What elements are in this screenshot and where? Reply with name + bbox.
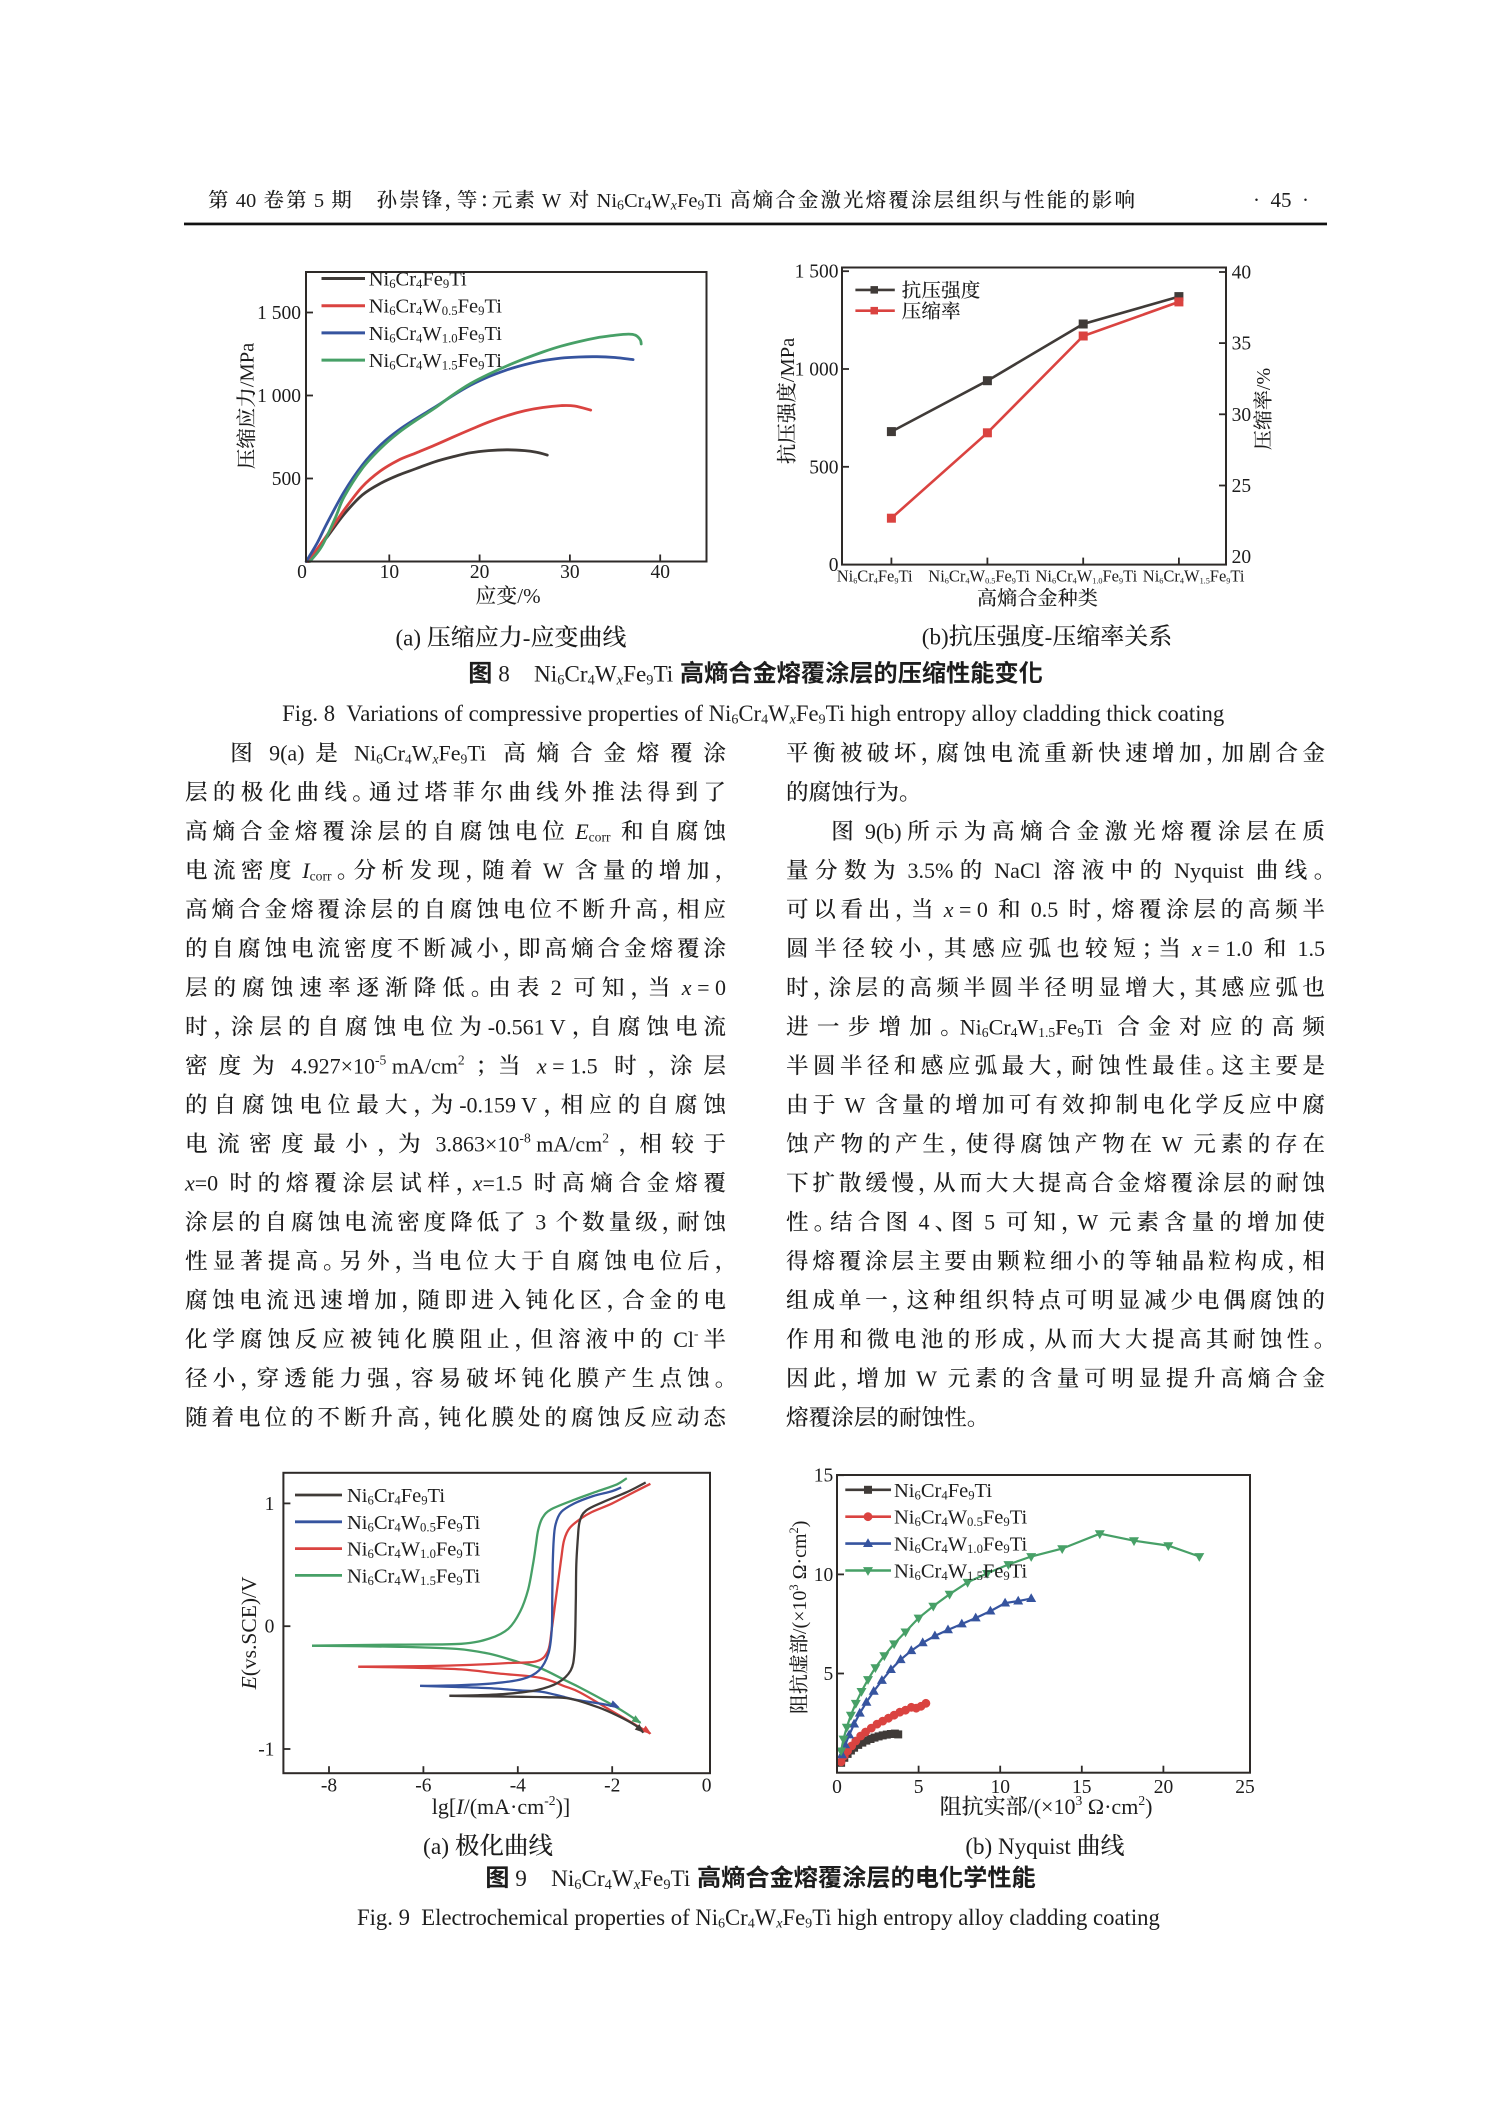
svg-text:/(×103 Ω·cm2): /(×103 Ω·cm2) [787, 1521, 811, 1635]
svg-text:40: 40 [651, 562, 671, 583]
svg-text:40: 40 [231, 190, 262, 212]
svg-text:W: W [911, 1366, 942, 1391]
svg-text:Nyquist: Nyquist [1169, 858, 1250, 883]
svg-text:x = 0: x = 0 [938, 897, 993, 922]
svg-text:2: 2 [545, 975, 567, 1000]
svg-text:Ni6Cr4W1.5Fe9Ti: Ni6Cr4W1.5Fe9Ti [1143, 567, 1245, 586]
svg-text:Ni6Cr4W1.0Fe9Ti: Ni6Cr4W1.0Fe9Ti [894, 1534, 1028, 1557]
svg-text:0: 0 [702, 1776, 712, 1797]
svg-text:NaCl: NaCl [989, 858, 1046, 883]
svg-text:Ni6Cr4W0.5Fe9Ti: Ni6Cr4W0.5Fe9Ti [894, 1507, 1028, 1530]
svg-text:5: 5 [309, 190, 330, 212]
svg-text:x = 1.5: x = 1.5 [531, 1053, 603, 1078]
svg-text:(a): (a) [396, 626, 427, 651]
svg-text:9: 9 [510, 1866, 527, 1892]
svg-text:Fig. 8 Variations of compressi: Fig. 8 Variations of compressive propert… [282, 701, 1224, 728]
svg-text:E(vs.SCE)/V: E(vs.SCE)/V [237, 1576, 261, 1690]
svg-text:(a): (a) [423, 1834, 455, 1860]
svg-text:4: 4 [913, 1210, 930, 1235]
svg-text:-1: -1 [258, 1740, 274, 1761]
svg-text:40: 40 [1232, 263, 1252, 284]
svg-text:Ni6Cr4WxFe9Ti: Ni6Cr4WxFe9Ti [591, 190, 727, 214]
svg-text:-2: -2 [604, 1776, 620, 1797]
svg-text:20: 20 [1232, 547, 1252, 568]
svg-text:15: 15 [814, 1466, 834, 1487]
svg-text:Ni6Cr4W1.5Fe9Ti: Ni6Cr4W1.5Fe9Ti [894, 1561, 1028, 1584]
svg-text:-8: -8 [321, 1776, 337, 1797]
svg-text:25: 25 [1235, 1777, 1255, 1798]
svg-text:5: 5 [824, 1664, 834, 1685]
svg-text:500: 500 [272, 469, 301, 490]
svg-text:(b): (b) [922, 625, 949, 650]
svg-text:(b) Nyquist: (b) Nyquist [965, 1834, 1076, 1859]
svg-text:/MPa: /MPa [777, 338, 799, 382]
svg-text:Ni6Cr4W1.0Fe9Ti: Ni6Cr4W1.0Fe9Ti [347, 1539, 481, 1562]
svg-text:/MPa: /MPa [237, 343, 259, 387]
svg-text:· 45 ·: · 45 · [1253, 188, 1309, 212]
svg-text:Ni6Cr4W0.5Fe9Ti: Ni6Cr4W0.5Fe9Ti [347, 1512, 481, 1535]
svg-text:-4: -4 [510, 1776, 526, 1797]
svg-text:25: 25 [1232, 476, 1252, 497]
svg-text:Ni6Cr4W0.5Fe9Ti: Ni6Cr4W0.5Fe9Ti [928, 567, 1030, 586]
svg-text:W: W [1077, 1210, 1103, 1235]
svg-text:Fig. 9 Electrochemical propert: Fig. 9 Electrochemical properties of Ni6… [357, 1905, 1160, 1932]
svg-text:Ni6Cr4WxFe9Ti: Ni6Cr4WxFe9Ti [551, 1866, 696, 1893]
svg-text:x=1.5: x=1.5 [472, 1171, 528, 1196]
svg-text:/%: /% [517, 584, 540, 608]
svg-text:10: 10 [991, 1777, 1011, 1798]
svg-text:35: 35 [1232, 334, 1252, 355]
svg-text:0: 0 [297, 562, 307, 583]
svg-text:x=0: x=0 [184, 1171, 224, 1196]
svg-text:5: 5 [979, 1210, 1001, 1235]
svg-text:Ni6Cr4W1.5Fe9Ti: Ni6Cr4W1.5Fe9Ti [347, 1565, 481, 1588]
svg-text:4.927×10-5 mA/cm2: 4.927×10-5 mA/cm2 [286, 1053, 465, 1079]
svg-text:3.5%: 3.5% [902, 858, 953, 883]
svg-text:20: 20 [1154, 1777, 1174, 1798]
svg-text:/(×103 Ω·cm2): /(×103 Ω·cm2) [1028, 1793, 1153, 1819]
svg-text:0: 0 [265, 1617, 275, 1638]
svg-text:Ni6Cr4W1.5Fe9Ti: Ni6Cr4W1.5Fe9Ti [369, 350, 503, 373]
svg-text:W: W [839, 1092, 870, 1117]
svg-text:1 000: 1 000 [795, 360, 839, 381]
svg-text:10: 10 [380, 562, 400, 583]
svg-text:Ecorr: Ecorr [570, 819, 616, 845]
svg-text:Ni6Cr4W0.5Fe9Ti: Ni6Cr4W0.5Fe9Ti [369, 296, 503, 319]
svg-text:15: 15 [1072, 1777, 1092, 1798]
svg-text:30: 30 [560, 562, 580, 583]
svg-text:8: 8 [492, 662, 509, 688]
svg-text:-0.561 V: -0.561 V [488, 1014, 566, 1039]
svg-text:W: W [537, 190, 566, 212]
svg-text:1.5: 1.5 [1292, 936, 1325, 961]
svg-text:1 500: 1 500 [257, 303, 301, 324]
svg-text:/%: /% [1253, 368, 1275, 390]
svg-text:Ni6Cr4WxFe9Ti: Ni6Cr4WxFe9Ti [349, 741, 492, 767]
svg-text:-: - [1045, 625, 1053, 650]
svg-text:1 000: 1 000 [257, 386, 301, 407]
svg-text:-6: -6 [415, 1776, 431, 1797]
svg-text:9(a): 9(a) [264, 741, 305, 766]
svg-text:x = 0: x = 0 [676, 975, 726, 1000]
svg-text:W: W [1157, 1132, 1188, 1157]
svg-text:1: 1 [265, 1494, 275, 1515]
svg-text:5: 5 [914, 1777, 924, 1798]
svg-text:x = 1.0: x = 1.0 [1187, 936, 1259, 961]
svg-text:20: 20 [470, 562, 490, 583]
svg-text:W: W [538, 858, 569, 883]
svg-text:Cl-: Cl- [668, 1326, 699, 1352]
svg-text:9(b): 9(b) [859, 819, 901, 844]
svg-text:30: 30 [1232, 405, 1252, 426]
svg-text:Ni6Cr4W1.0Fe9Ti: Ni6Cr4W1.0Fe9Ti [369, 323, 503, 346]
svg-text:-: - [523, 626, 531, 651]
svg-text:-0.159 V: -0.159 V [459, 1092, 537, 1117]
svg-text:Ni6Cr4W1.0Fe9Ti: Ni6Cr4W1.0Fe9Ti [1036, 567, 1138, 586]
svg-text:500: 500 [809, 457, 838, 478]
svg-text:10: 10 [814, 1565, 834, 1586]
svg-text:0: 0 [832, 1777, 842, 1798]
svg-text:0.5: 0.5 [1025, 897, 1064, 922]
svg-text:3: 3 [530, 1210, 552, 1235]
svg-text:0: 0 [829, 555, 839, 576]
svg-text:Icorr: Icorr [297, 858, 332, 884]
svg-text:Ni6Cr4WxFe9Ti: Ni6Cr4WxFe9Ti [534, 662, 679, 689]
svg-text:1 500: 1 500 [795, 262, 839, 283]
